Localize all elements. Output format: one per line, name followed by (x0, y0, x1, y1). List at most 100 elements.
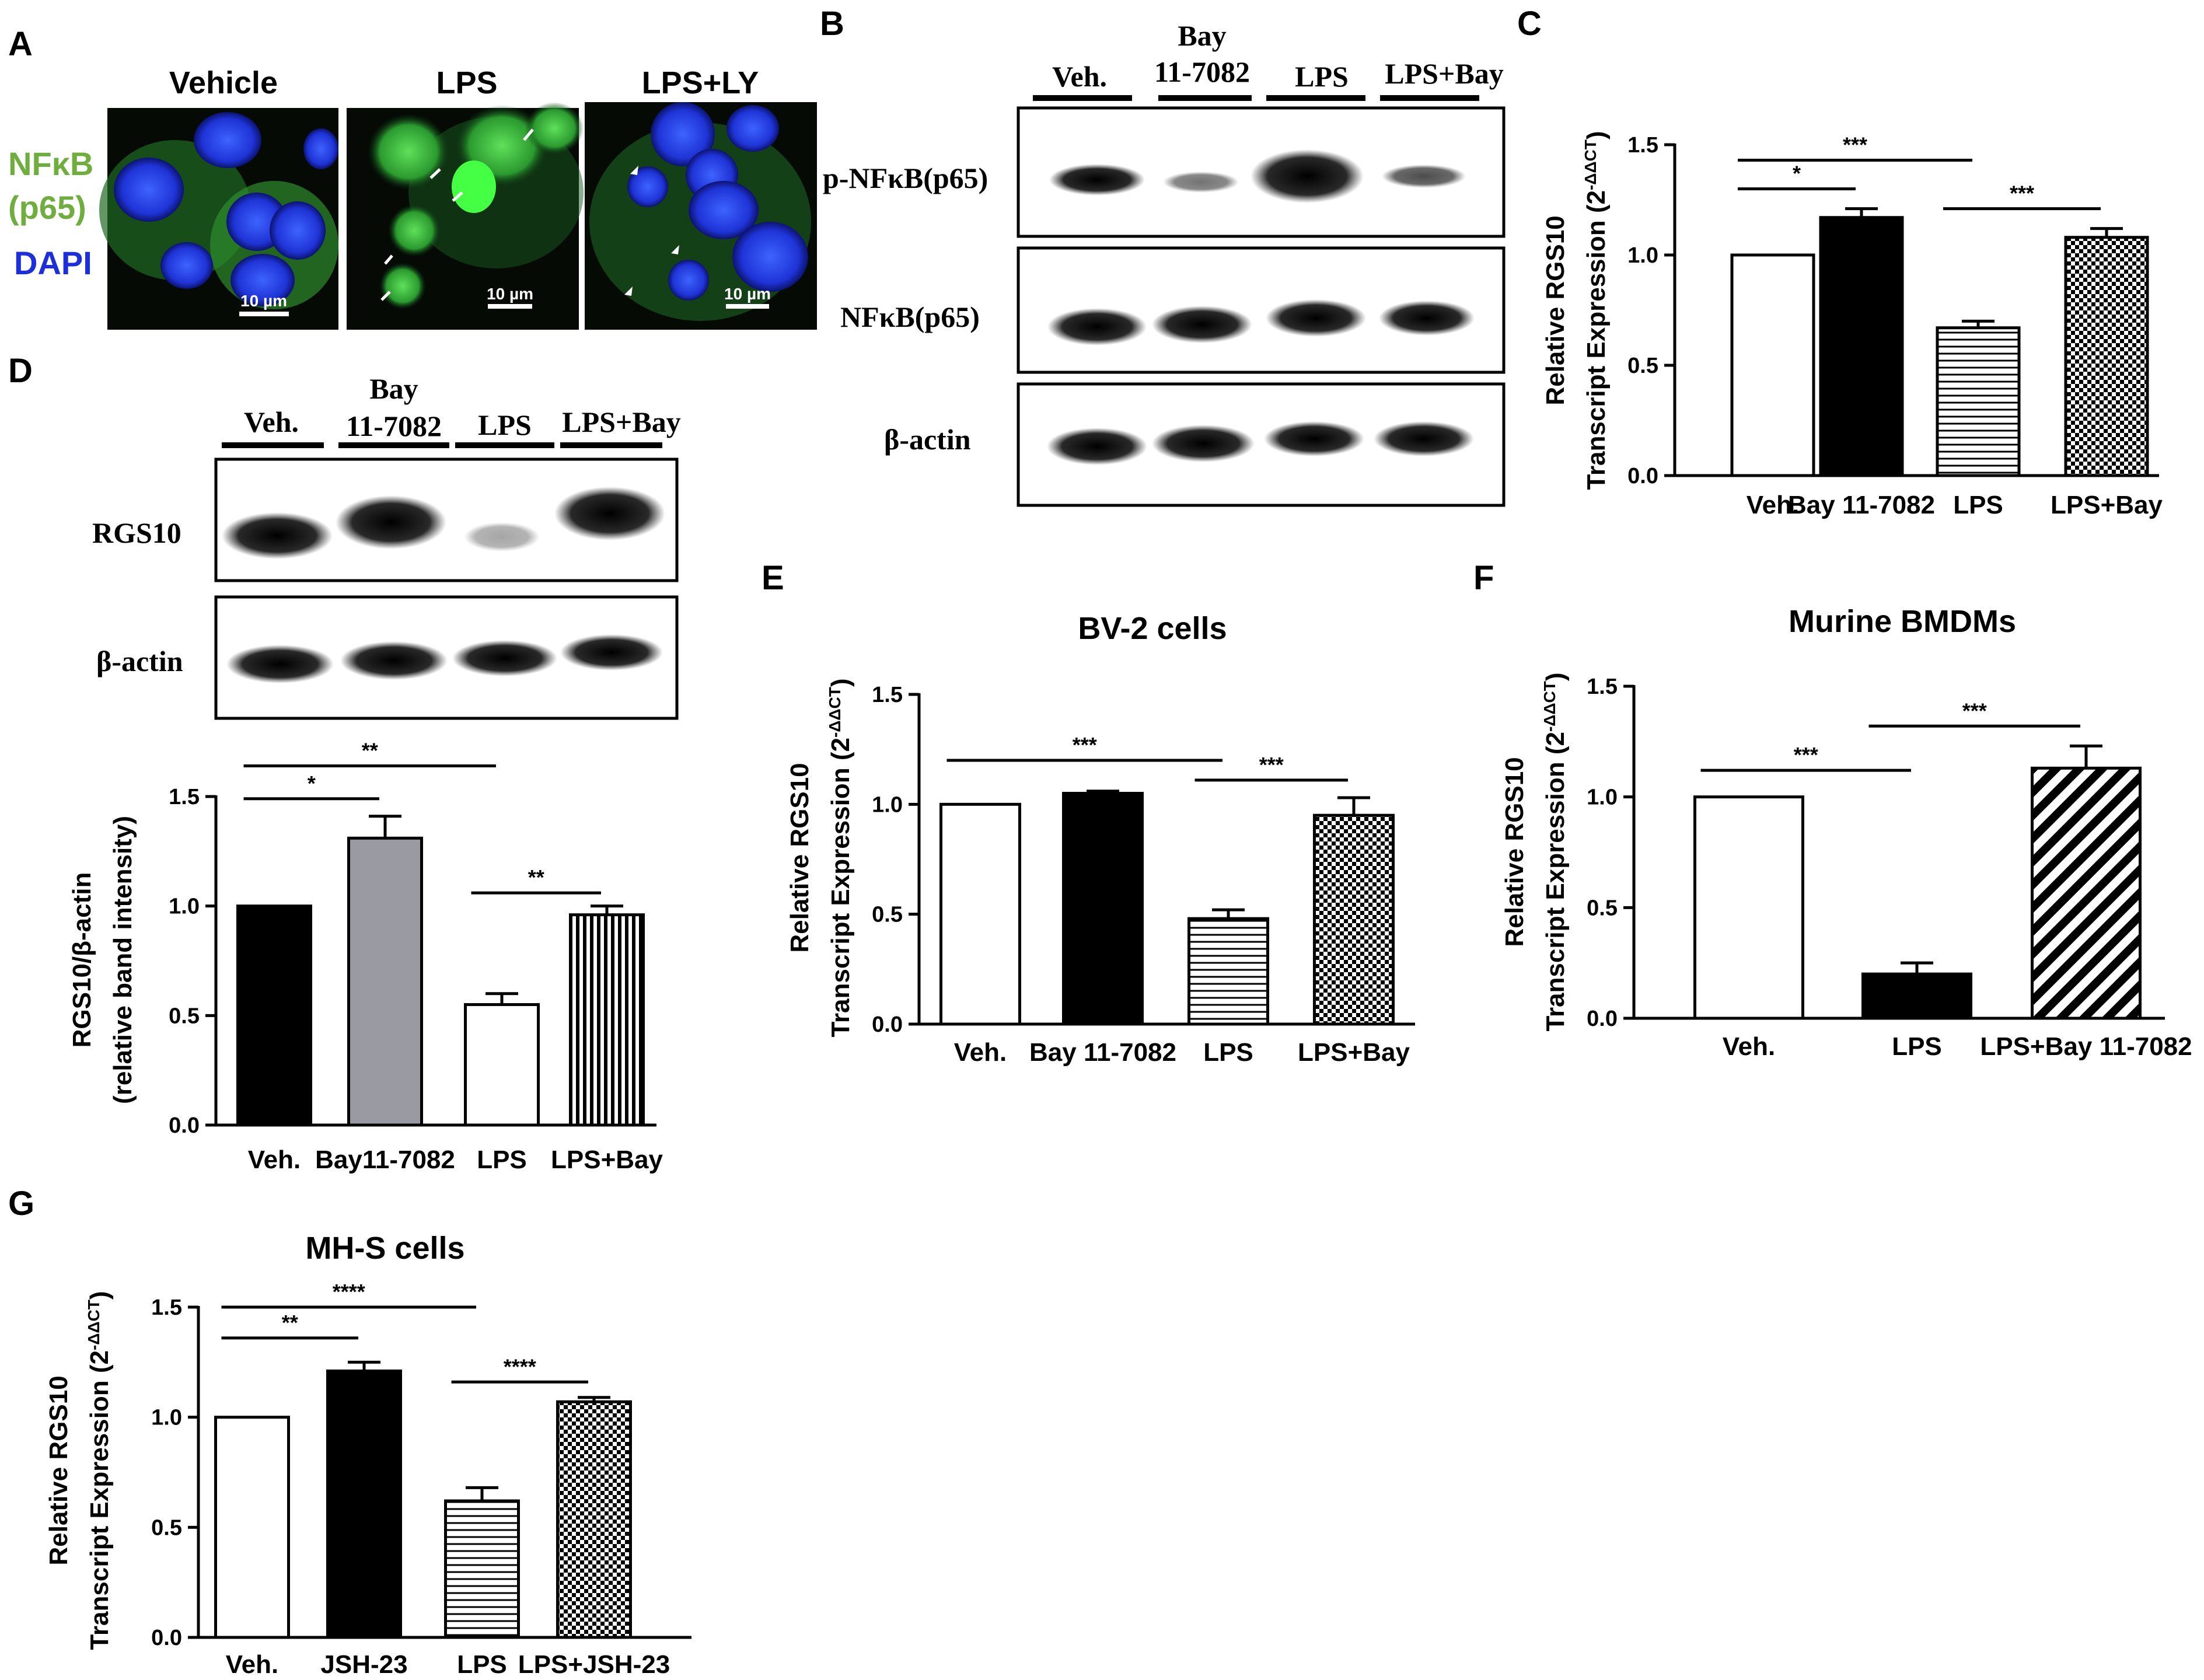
y-axis-label-close: ) (1541, 672, 1570, 681)
bar (1187, 917, 1269, 1026)
stain-nfkb-label: NFκB (8, 145, 93, 182)
panel-letter-b: B (820, 5, 844, 43)
significance-label: *** (1843, 132, 1867, 156)
stain-dapi-label: DAPI (14, 245, 92, 281)
y-tick-label: 0.5 (872, 903, 903, 927)
bar (1313, 813, 1395, 1026)
chart-title: Murine BMDMs (1789, 604, 2016, 639)
y-tick-label: 0.5 (1627, 354, 1658, 378)
category-label: JSH-23 (320, 1650, 407, 1679)
scale-bar-label: 10 µm (487, 285, 533, 303)
lane-label-lps: LPS (478, 408, 532, 441)
lane-label-bay-line2: 11-7082 (346, 410, 442, 442)
bar (214, 1416, 290, 1639)
bar (569, 913, 645, 1127)
y-tick-label: 0.0 (872, 1012, 903, 1037)
bar (2064, 236, 2149, 477)
scale-bar-label: 10 µm (724, 285, 771, 303)
lane-label-lps: LPS (1295, 60, 1349, 93)
bar (464, 1003, 540, 1127)
bar (326, 1369, 402, 1639)
bar (444, 1499, 520, 1639)
y-axis-label-superscript: -ΔΔCT (85, 1300, 103, 1350)
y-axis-label: Transcript Expression (2-ΔΔCT) (1581, 131, 1611, 490)
bar (1861, 972, 1972, 1020)
bar (1730, 253, 1815, 477)
y-tick-label: 0.0 (1587, 1007, 1618, 1031)
category-label: LPS (1953, 491, 2003, 519)
y-tick-label: 0.5 (1587, 896, 1618, 920)
bar (1693, 795, 1804, 1020)
panel-a: A NFκB (p65) DAPI Vehicle LPS LPS+LY 10 … (8, 25, 817, 330)
row-label-bactin: β-actin (96, 645, 183, 677)
bar (2031, 766, 2142, 1020)
y-tick-label: 1.0 (872, 792, 903, 817)
significance-label: **** (504, 1354, 536, 1378)
y-tick-label: 1.5 (1587, 675, 1618, 699)
y-axis-label-superscript: -ΔΔCT (1581, 139, 1599, 190)
y-tick-label: 0.0 (151, 1626, 182, 1650)
y-axis-label-close: ) (85, 1291, 114, 1300)
significance-label: * (1793, 162, 1801, 186)
y-tick-label: 1.5 (169, 785, 200, 809)
category-label: LPS (1203, 1038, 1253, 1067)
y-tick-label: 1.0 (151, 1406, 182, 1430)
stain-p65-label: (p65) (8, 189, 86, 226)
col-label-vehicle: Vehicle (169, 65, 278, 100)
significance-label: *** (2010, 181, 2034, 205)
bar (1936, 326, 2021, 477)
category-label: LPS+JSH-23 (518, 1650, 670, 1679)
category-label: Veh. (1723, 1032, 1776, 1061)
y-axis-label: Transcript Expression (2-ΔΔCT) (1541, 672, 1570, 1031)
lane-label-veh: Veh. (244, 406, 299, 438)
panel-letter-c: C (1517, 5, 1542, 43)
significance-label: ** (282, 1311, 298, 1335)
y-tick-label: 1.0 (1627, 243, 1658, 268)
y-axis-label: Relative RGS10 (1500, 757, 1529, 946)
category-label: LPS (477, 1145, 527, 1174)
category-label: Bay11-7082 (315, 1145, 455, 1174)
panel-d-blot: D Veh. Bay 11-7082 LPS LPS+Bay RGS10 β-a… (8, 352, 681, 720)
y-axis-label-superscript: -ΔΔCT (1541, 681, 1559, 732)
bar (939, 802, 1021, 1026)
y-tick-label: 1.0 (1587, 785, 1618, 810)
bar (236, 904, 312, 1127)
lane-label-lps-bay: LPS+Bay (562, 406, 681, 438)
y-tick-label: 0.0 (169, 1113, 200, 1138)
lane-label-bay-line2: 11-7082 (1154, 55, 1250, 88)
lane-label-veh: Veh. (1052, 60, 1107, 93)
bar (347, 836, 423, 1127)
significance-label: ** (362, 738, 378, 762)
y-axis-label-close: ) (1582, 131, 1611, 139)
category-label: Veh. (954, 1038, 1007, 1067)
panel-letter-a: A (8, 25, 33, 63)
significance-label: *** (1962, 698, 1987, 722)
panel-letter-f: F (1473, 559, 1494, 597)
row-label-p-nfkb: p-NFκB(p65) (823, 162, 988, 194)
category-label: Bay 11-7082 (1029, 1038, 1176, 1067)
y-axis-label: Relative RGS10 (785, 763, 814, 952)
significance-label: *** (1073, 733, 1097, 757)
y-tick-label: 0.5 (151, 1515, 182, 1540)
chart-title: MH-S cells (305, 1231, 464, 1266)
category-label: LPS (457, 1650, 507, 1679)
significance-label: **** (333, 1280, 365, 1304)
panel-letter-d: D (8, 352, 33, 390)
significance-label: * (308, 771, 316, 795)
category-label: LPS+Bay (2051, 491, 2163, 519)
chart-g: MH-S cells 0.0 0.5 1.0 1.5 Relative RGS10 Tran… (44, 1231, 691, 1679)
y-tick-label: 1.5 (872, 683, 903, 707)
bar (1819, 216, 1904, 477)
y-tick-label: 1.5 (151, 1295, 182, 1320)
y-axis-label: Relative RGS10 (1541, 215, 1570, 405)
lane-label-bay-line1: Bay (369, 372, 418, 405)
y-axis-label: RGS10/β-actin (68, 872, 96, 1048)
significance-label: *** (1794, 743, 1818, 767)
micrograph-lps-ly: 10 µm (585, 102, 817, 330)
bar (556, 1400, 632, 1639)
chart-f: Murine BMDMs 0.0 0.5 1.0 1.5 Relative RGS10 Tr… (1500, 604, 2192, 1061)
y-axis-label: Transcript Expression (2-ΔΔCT) (85, 1291, 114, 1650)
category-label: LPS (1892, 1032, 1942, 1061)
y-axis-label: (relative band intensity) (109, 816, 137, 1104)
